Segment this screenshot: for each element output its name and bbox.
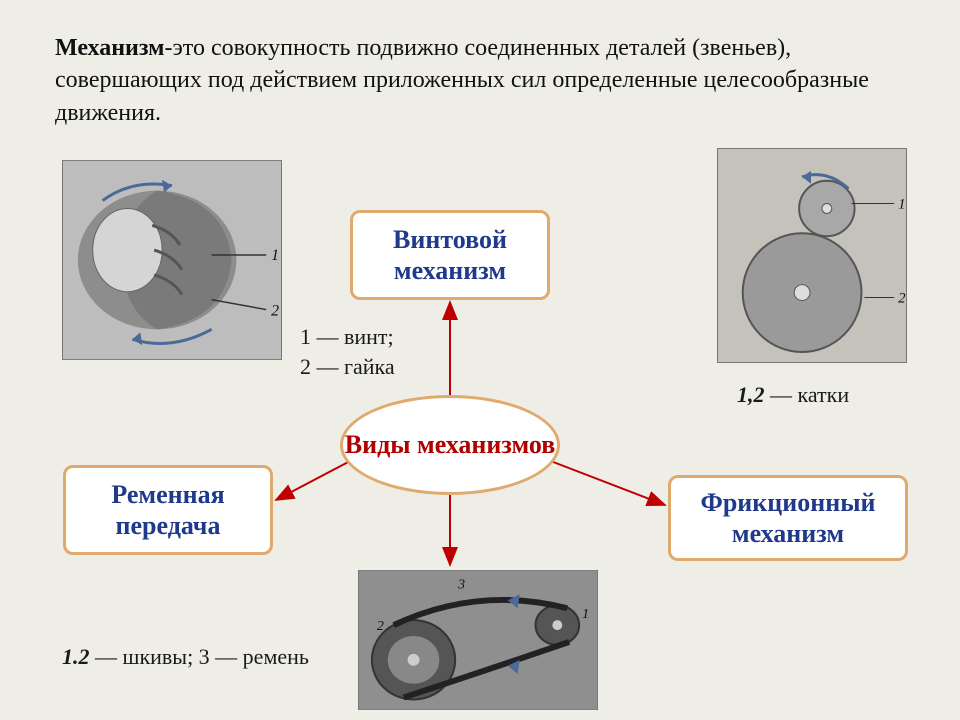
svg-text:1: 1 <box>271 247 279 264</box>
node-screw-label: Винтовой механизм <box>371 224 529 286</box>
belt-caption: 1.2 — шкивы; 3 — ремень <box>62 642 309 672</box>
svg-text:2: 2 <box>898 291 906 307</box>
svg-text:3: 3 <box>457 577 465 592</box>
definition-rest: -это совокупность подвижно соединенных д… <box>55 35 869 126</box>
node-friction-label: Фрикционный механизм <box>689 487 887 549</box>
node-screw: Винтовой механизм <box>350 210 550 300</box>
friction-figure: 1 2 <box>717 148 907 363</box>
screw-figure: 1 2 <box>62 160 282 360</box>
svg-text:1: 1 <box>898 197 905 213</box>
svg-text:2: 2 <box>377 619 384 634</box>
definition-text: Механизм-это совокупность подвижно соеди… <box>55 32 900 129</box>
belt-caption-num: 1.2 <box>62 644 90 669</box>
screw-caption: 1 — винт; 2 — гайка <box>300 322 395 381</box>
center-node-label: Виды механизмов <box>345 429 555 460</box>
svg-text:1: 1 <box>582 607 589 622</box>
belt-caption-rest: — шкивы; 3 — ремень <box>90 644 309 669</box>
friction-caption-num: 1,2 <box>737 382 765 407</box>
screw-caption-line1: 1 — винт; <box>300 322 395 352</box>
node-friction: Фрикционный механизм <box>668 475 908 561</box>
friction-caption-rest: — катки <box>765 382 850 407</box>
belt-figure: 3 1 2 <box>358 570 598 710</box>
screw-caption-line2: 2 — гайка <box>300 352 395 382</box>
svg-text:2: 2 <box>271 302 279 319</box>
definition-term: Механизм <box>55 35 165 61</box>
node-belt-label: Ременная передача <box>84 479 252 541</box>
friction-caption: 1,2 — катки <box>737 380 849 410</box>
center-node: Виды механизмов <box>340 395 560 495</box>
node-belt: Ременная передача <box>63 465 273 555</box>
